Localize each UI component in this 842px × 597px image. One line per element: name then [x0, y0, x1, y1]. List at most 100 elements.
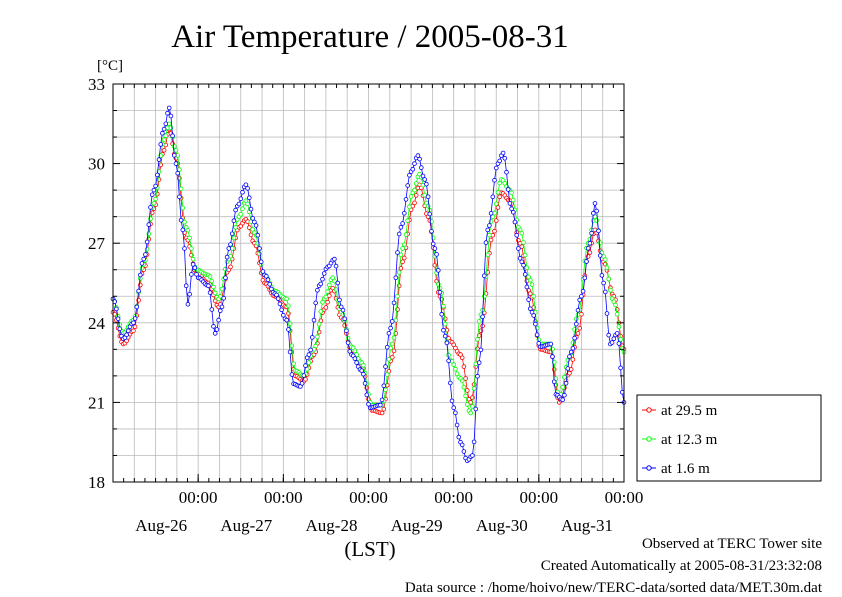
- data-point: [286, 311, 291, 316]
- data-point: [340, 307, 346, 313]
- data-point: [527, 291, 533, 296]
- data-point: [114, 306, 119, 312]
- data-point: [218, 293, 223, 299]
- data-point: [500, 150, 506, 156]
- footer-site: Observed at TERC Tower site: [641, 536, 822, 552]
- data-point: [163, 133, 169, 139]
- data-point: [592, 201, 598, 206]
- data-point: [247, 195, 252, 201]
- data-point: [454, 422, 460, 428]
- data-point: [606, 276, 611, 282]
- data-point: [132, 324, 138, 330]
- data-point: [170, 133, 175, 139]
- data-point: [320, 276, 325, 282]
- data-point: [602, 289, 608, 295]
- data-point: [597, 253, 603, 258]
- legend-marker: [646, 407, 652, 413]
- data-point: [257, 251, 262, 257]
- data-point: [512, 219, 518, 225]
- data-point: [616, 341, 622, 346]
- data-point: [136, 288, 141, 294]
- data-point: [323, 294, 329, 300]
- data-point: [359, 368, 365, 373]
- data-point: [303, 363, 308, 368]
- data-point: [229, 231, 235, 237]
- x-tick-time-label: 00:00: [179, 488, 218, 507]
- data-point: [291, 361, 296, 367]
- data-point: [573, 316, 579, 322]
- legend-label: at 1.6 m: [661, 461, 710, 477]
- data-point: [117, 326, 123, 332]
- data-point: [189, 272, 194, 277]
- data-point: [577, 297, 582, 303]
- data-point: [400, 221, 405, 226]
- data-point: [393, 275, 399, 281]
- data-point: [255, 232, 261, 238]
- data-point: [248, 232, 254, 238]
- data-point: [177, 167, 182, 172]
- data-point: [379, 397, 385, 403]
- data-point: [473, 406, 479, 412]
- data-point: [412, 187, 417, 193]
- data-point: [618, 365, 623, 371]
- data-point: [618, 337, 623, 342]
- data-point: [495, 205, 501, 210]
- data-point: [461, 449, 467, 454]
- data-point: [424, 181, 429, 187]
- data-point: [280, 312, 286, 318]
- data-point: [214, 327, 220, 332]
- data-point: [238, 212, 244, 217]
- data-point: [247, 225, 252, 230]
- data-point: [165, 110, 170, 116]
- y-tick-label: 24: [88, 314, 106, 333]
- data-point: [211, 284, 216, 290]
- data-point: [153, 183, 158, 189]
- data-point: [529, 282, 535, 287]
- data-point: [526, 297, 531, 302]
- data-point: [160, 130, 165, 136]
- data-point: [253, 223, 259, 228]
- data-point: [342, 316, 348, 322]
- data-point: [163, 121, 169, 127]
- data-point: [415, 153, 421, 158]
- data-point: [490, 194, 496, 200]
- y-tick-label: 27: [88, 234, 106, 253]
- data-point: [332, 278, 337, 284]
- data-point: [172, 153, 177, 158]
- y-axis: 18 21 24 27 30 33: [88, 75, 624, 492]
- data-point: [441, 303, 446, 309]
- series-layer: [110, 105, 627, 464]
- data-point: [277, 301, 283, 307]
- data-point: [223, 266, 228, 272]
- data-point: [389, 354, 395, 360]
- data-point: [386, 330, 392, 336]
- data-point: [609, 340, 615, 345]
- data-point: [417, 156, 422, 162]
- data-point: [517, 255, 523, 261]
- data-point: [509, 190, 514, 196]
- data-point: [492, 177, 497, 183]
- data-point: [522, 272, 528, 277]
- data-point: [391, 348, 397, 354]
- data-point: [616, 324, 622, 330]
- data-point: [505, 187, 511, 192]
- data-point: [405, 183, 411, 188]
- data-point: [132, 316, 138, 321]
- data-point: [551, 379, 557, 385]
- data-point: [534, 332, 540, 338]
- data-point: [257, 246, 262, 251]
- data-point: [183, 283, 189, 289]
- data-point: [309, 335, 315, 340]
- data-point: [384, 372, 390, 377]
- data-point: [313, 300, 319, 306]
- data-point: [480, 314, 485, 320]
- data-point: [599, 273, 605, 278]
- data-point: [180, 205, 186, 211]
- data-point: [476, 360, 482, 365]
- legend-label: at 12.3 m: [661, 432, 718, 448]
- data-point: [236, 201, 242, 207]
- data-point: [289, 343, 295, 349]
- data-point: [459, 355, 465, 361]
- data-point: [470, 453, 475, 458]
- x-tick-time-label: 00:00: [605, 488, 644, 507]
